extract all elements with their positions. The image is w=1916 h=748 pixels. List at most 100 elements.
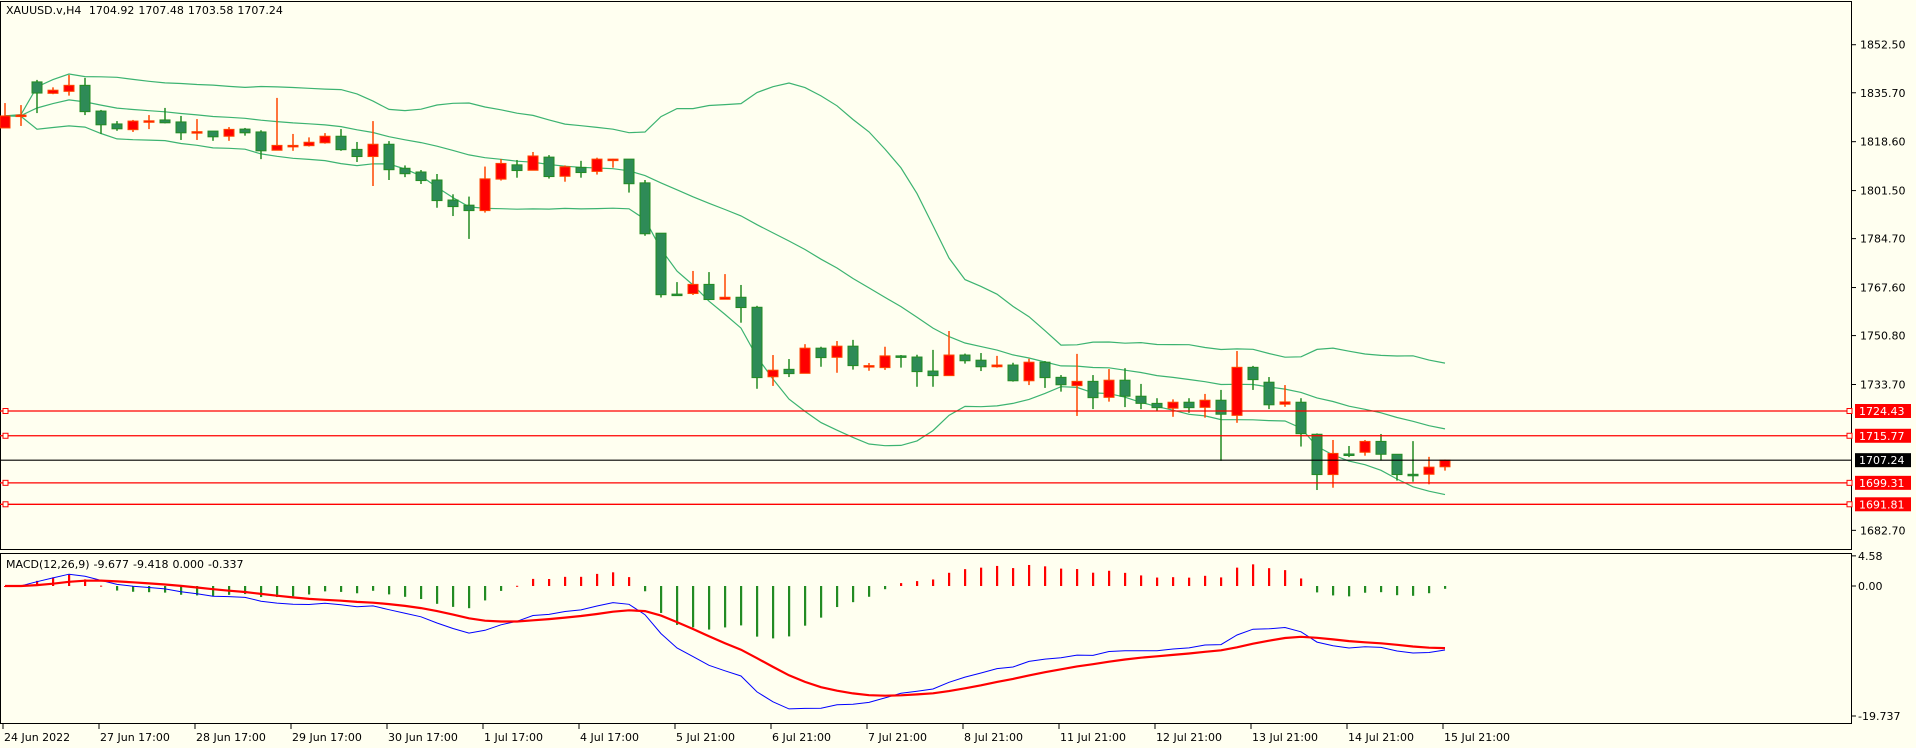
macd-value-3: 0.000 — [172, 558, 204, 571]
macd-histogram-bar — [852, 586, 855, 603]
time-tick-label: 4 Jul 17:00 — [580, 731, 639, 744]
macd-histogram-bar — [724, 586, 727, 628]
horizontal-levels[interactable]: 1724.43 1715.77 1699.31 1691.81 1707.24 — [0, 404, 1911, 512]
candle — [1119, 368, 1131, 408]
time-tick-label: 29 Jun 17:00 — [292, 731, 362, 744]
macd-histogram-bar — [740, 586, 743, 626]
candle — [1375, 433, 1387, 461]
candle — [959, 353, 971, 364]
candle — [399, 165, 411, 178]
macd-histogram-bar — [772, 586, 775, 639]
macd-histogram-bar — [596, 573, 599, 586]
time-tick-label: 15 Jul 21:00 — [1444, 731, 1510, 744]
candle — [463, 196, 475, 239]
candle — [1135, 383, 1147, 410]
candle-body — [735, 296, 747, 309]
candle-body — [127, 120, 139, 131]
candle — [543, 155, 555, 179]
macd-histogram-bar — [1188, 577, 1191, 586]
macd-value-4: -0.337 — [207, 558, 244, 571]
candle — [991, 355, 1003, 368]
candle — [1087, 375, 1099, 410]
candle — [831, 341, 843, 373]
candle — [447, 194, 459, 217]
candle — [703, 272, 715, 301]
candle — [847, 339, 859, 370]
level-price-tag — [1855, 475, 1911, 490]
macd-histogram-bar — [1300, 578, 1303, 586]
candle — [95, 109, 107, 134]
candle — [1343, 445, 1355, 458]
candle — [1039, 361, 1051, 388]
candle-body — [1247, 366, 1259, 381]
candle-body — [767, 369, 779, 378]
macd-histogram-bar — [836, 586, 839, 608]
macd-histogram-bar — [1380, 586, 1383, 593]
macd-histogram-bar — [756, 586, 759, 637]
macd-histogram-bar — [868, 586, 871, 597]
macd-tick-label: 0.00 — [1858, 580, 1883, 593]
candle — [159, 107, 171, 124]
macd-histogram-bar — [468, 586, 471, 609]
candle — [607, 158, 619, 168]
macd-histogram-bar — [660, 586, 663, 613]
macd-histogram-bar — [1444, 586, 1447, 589]
price-tick-label: 1733.70 — [1860, 378, 1906, 391]
candle — [479, 166, 491, 213]
macd-histogram-bar — [244, 586, 247, 595]
candle — [207, 130, 219, 141]
candle — [383, 141, 395, 180]
time-tick-label: 30 Jun 17:00 — [388, 731, 458, 744]
candle-body — [687, 283, 699, 295]
candle-body — [479, 178, 491, 212]
price-tick-label: 1767.60 — [1860, 282, 1906, 295]
macd-histogram-bar — [1284, 570, 1287, 586]
macd-histogram-bar — [52, 577, 55, 586]
macd-histogram-bar — [1204, 575, 1207, 586]
macd-histogram-bar — [676, 586, 679, 625]
candle-body — [943, 354, 955, 377]
macd-histogram-bar — [1364, 586, 1367, 593]
macd-histogram-bar — [420, 586, 423, 600]
candle-body — [303, 141, 315, 147]
candle — [927, 349, 939, 387]
candle-body — [383, 143, 395, 171]
low-value: 1703.58 — [187, 4, 234, 17]
candle-body — [559, 166, 571, 177]
macd-histogram-bar — [132, 586, 135, 592]
time-tick-label: 7 Jul 21:00 — [868, 731, 927, 744]
level-handle-right — [1846, 432, 1853, 439]
macd-histogram-bar — [404, 586, 407, 597]
macd-histogram-bar — [68, 574, 71, 586]
symbol-label: XAUUSD.v,H4 — [6, 4, 82, 17]
candle — [127, 119, 139, 132]
macd-histogram-bar — [932, 579, 935, 586]
candle-body — [751, 306, 763, 379]
candle — [1167, 399, 1179, 417]
level-handle-left — [2, 432, 9, 439]
macd-histogram-bar — [388, 586, 391, 595]
macd-histogram-bar — [788, 586, 791, 637]
price-axis: 1852.50 1835.70 1818.60 1801.50 1784.70 1767.… — [1852, 39, 1906, 537]
candle — [1423, 456, 1435, 485]
macd-indicator: 4.58 0.00 -19.737 — [4, 550, 1900, 723]
candle-body — [1039, 361, 1051, 379]
candle-body — [319, 135, 331, 144]
level-price-label: 1724.43 — [1859, 405, 1905, 418]
candle-body — [863, 365, 875, 368]
candle-body — [1199, 399, 1211, 408]
candle — [911, 354, 923, 387]
candle — [143, 115, 155, 130]
candle-body — [447, 199, 459, 208]
price-tick-label: 1784.70 — [1860, 233, 1906, 246]
candle — [0, 103, 11, 129]
macd-histogram-bar — [436, 586, 439, 604]
main-panel-frame — [0, 1, 1852, 550]
macd-histogram-bar — [1060, 568, 1063, 586]
candle — [287, 133, 299, 151]
candle-body — [207, 130, 219, 138]
candle-body — [1295, 401, 1307, 435]
bollinger-middle-band — [4, 99, 1446, 430]
macd-histogram-bar — [1092, 572, 1095, 586]
